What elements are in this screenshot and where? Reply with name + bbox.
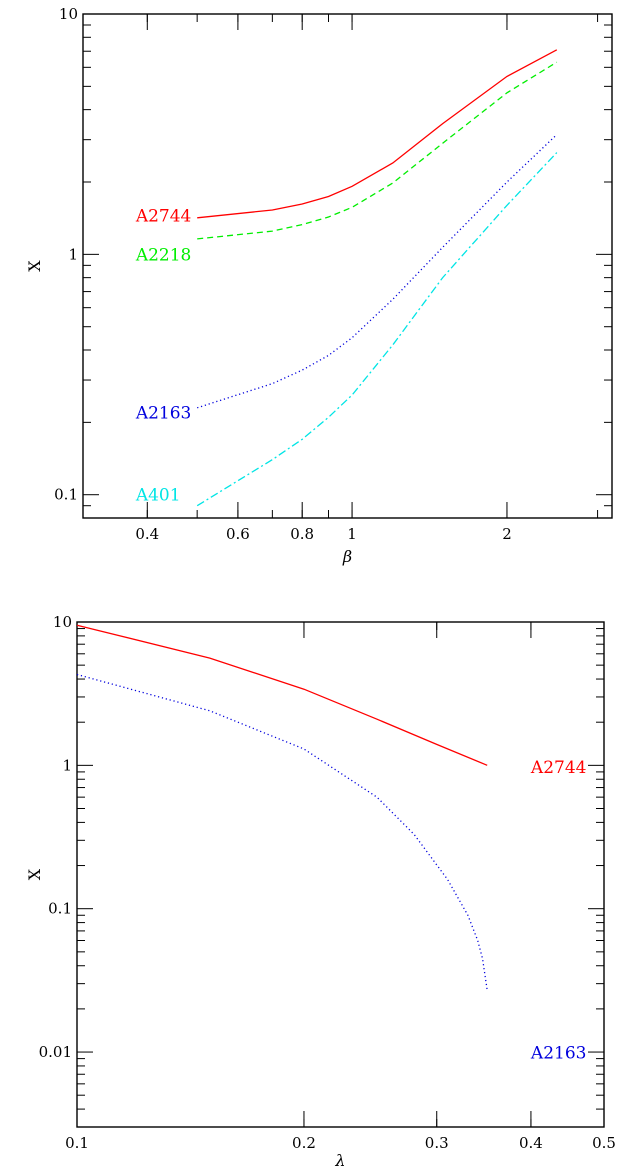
series-line-a2163 [197,134,558,409]
bottom-panel-lambda: 0.1 0.2 0.3 0.4 0.5 0.01 0.1 1 10 λ X A2744 A2163 [25,613,616,1170]
series-label-a401: A401 [135,486,181,506]
series-label-a2218: A2218 [135,245,192,265]
plot-frame [76,621,605,1128]
series-line-a401 [196,152,558,507]
x-axis-title: β [342,547,352,566]
plot-frame [82,13,613,519]
x-tick-label: 0.5 [592,1134,616,1152]
series-label-a2163: A2163 [135,403,192,423]
y-tick-label: 0.1 [54,486,78,504]
series-label-a2744: A2744 [135,207,192,227]
series-line-a2744 [197,49,558,219]
y-tick-label: 1 [62,756,72,774]
top-panel-beta: 0.4 0.6 0.8 1 2 0.1 1 10 β X A2744 A2218 A2163 A401 [25,5,613,566]
y-tick-label: 10 [59,5,78,23]
x-tick-label: 0.6 [226,525,250,543]
series-line-a2163 [76,673,488,991]
series-line-a2218 [197,61,558,240]
x-tick-label: 1 [347,525,357,543]
series-label-a2163: A2163 [530,1044,587,1064]
x-tick-label: 0.8 [290,525,314,543]
x-tick-label: 2 [502,525,512,543]
series-label-a2744: A2744 [530,758,587,778]
y-axis-title: X [25,260,44,272]
series-line-a2744 [76,624,488,766]
x-tick-label: 0.1 [65,1134,89,1152]
x-tick-label: 0.4 [135,525,159,543]
y-tick-label: 10 [53,613,72,631]
y-tick-label: 1 [68,245,78,263]
y-tick-label: 0.01 [39,1043,72,1061]
x-tick-label: 0.2 [292,1134,316,1152]
x-tick-label: 0.4 [519,1134,543,1152]
y-tick-label: 0.1 [48,900,72,918]
x-tick-label: 0.3 [425,1134,449,1152]
y-axis-title: X [25,868,44,880]
x-axis-title: λ [334,1151,345,1170]
